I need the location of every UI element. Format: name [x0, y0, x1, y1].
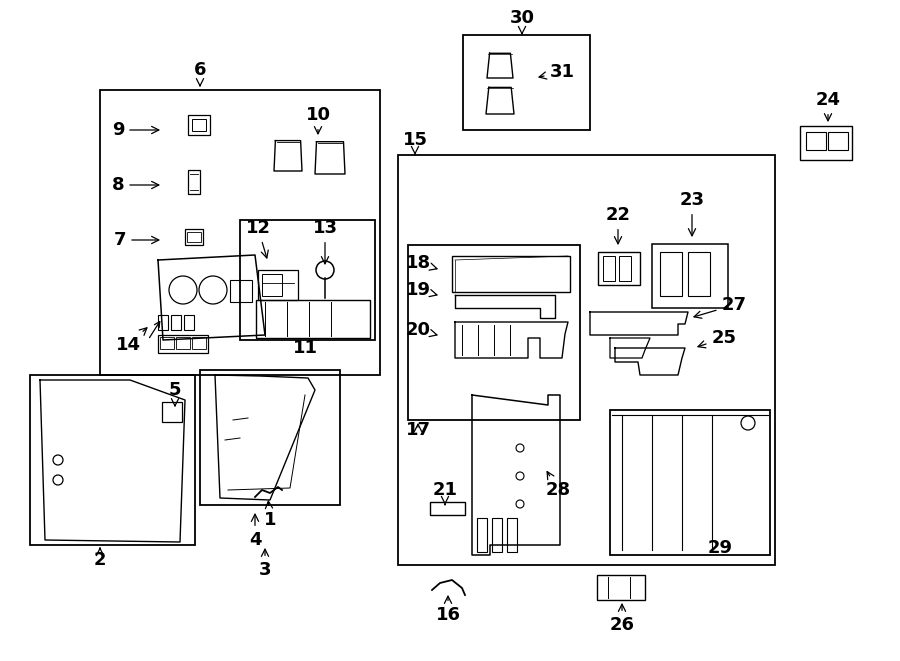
Text: 14: 14: [115, 328, 147, 354]
Text: 18: 18: [405, 254, 437, 272]
Bar: [492, 518, 502, 552]
Text: 26: 26: [609, 604, 634, 634]
Bar: [100, 90, 380, 375]
Text: 24: 24: [815, 91, 841, 121]
Text: 16: 16: [436, 596, 461, 624]
Bar: [806, 132, 826, 150]
Bar: [162, 402, 182, 422]
Bar: [408, 245, 580, 420]
Text: 22: 22: [606, 206, 631, 244]
Bar: [800, 126, 852, 160]
Bar: [652, 244, 728, 308]
Text: 3: 3: [259, 549, 271, 579]
Text: 2: 2: [94, 548, 106, 569]
Bar: [188, 170, 200, 194]
Bar: [258, 270, 298, 300]
Text: 11: 11: [292, 339, 318, 357]
Bar: [176, 337, 190, 349]
Text: 29: 29: [707, 539, 733, 557]
Bar: [160, 337, 174, 349]
Bar: [185, 229, 203, 245]
Bar: [597, 575, 645, 600]
Text: 13: 13: [312, 219, 338, 264]
Text: 6: 6: [194, 61, 206, 86]
Bar: [660, 252, 682, 296]
Bar: [256, 300, 370, 338]
Bar: [430, 502, 465, 515]
Bar: [158, 315, 168, 330]
Bar: [619, 256, 631, 281]
Bar: [188, 115, 210, 135]
Bar: [452, 256, 570, 292]
Text: 30: 30: [509, 9, 535, 34]
Bar: [200, 370, 340, 505]
Bar: [187, 232, 201, 242]
Text: 28: 28: [545, 471, 571, 499]
Bar: [598, 252, 640, 285]
Text: 27: 27: [694, 296, 746, 318]
Bar: [240, 220, 375, 340]
Text: 4: 4: [248, 514, 261, 549]
Text: 7: 7: [113, 231, 158, 249]
Text: 15: 15: [402, 131, 428, 155]
Text: 10: 10: [305, 106, 330, 134]
Bar: [30, 375, 195, 545]
Bar: [828, 132, 848, 150]
Bar: [192, 119, 206, 131]
Bar: [603, 256, 615, 281]
Text: 5: 5: [169, 381, 181, 406]
Text: 25: 25: [698, 329, 736, 348]
Text: 19: 19: [406, 281, 437, 299]
Text: 31: 31: [539, 63, 574, 81]
Text: 1: 1: [264, 501, 276, 529]
Bar: [688, 252, 710, 296]
Bar: [262, 274, 282, 296]
Bar: [230, 280, 252, 302]
Bar: [398, 155, 775, 565]
Text: 20: 20: [406, 321, 437, 339]
Text: 17: 17: [406, 421, 430, 439]
Bar: [158, 335, 208, 353]
Text: 9: 9: [112, 121, 158, 139]
Bar: [171, 315, 181, 330]
Bar: [463, 35, 590, 130]
Text: 23: 23: [680, 191, 705, 236]
Bar: [610, 410, 770, 555]
Bar: [184, 315, 194, 330]
Bar: [192, 337, 206, 349]
Bar: [477, 518, 487, 552]
Bar: [507, 518, 517, 552]
Text: 8: 8: [112, 176, 158, 194]
Text: 21: 21: [433, 481, 457, 504]
Text: 12: 12: [246, 219, 271, 258]
